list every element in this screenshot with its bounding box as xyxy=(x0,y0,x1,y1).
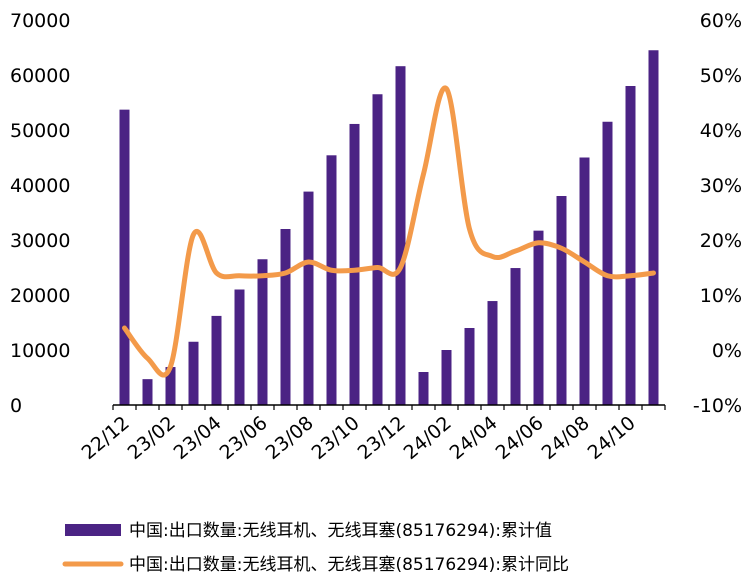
x-tick-label: 24/08 xyxy=(538,412,594,464)
bar xyxy=(234,289,245,405)
y-right-tick-label: 0% xyxy=(712,340,742,362)
bar xyxy=(602,121,613,405)
bar xyxy=(510,268,521,405)
x-tick-label: 24/06 xyxy=(492,412,548,464)
y-right-tick-label: 50% xyxy=(700,65,742,87)
bar xyxy=(441,350,452,405)
y-left-tick-label: 50000 xyxy=(10,120,70,142)
bar xyxy=(257,259,268,405)
x-tick-label: 23/08 xyxy=(262,412,318,464)
y-left-tick-label: 20000 xyxy=(10,285,70,307)
bar xyxy=(326,155,337,405)
y-right-tick-label: 20% xyxy=(700,230,742,252)
legend-label-line: 中国:出口数量:无线耳机、无线耳塞(85176294):累计同比 xyxy=(129,555,569,575)
y-left-tick-label: 70000 xyxy=(10,10,70,32)
x-tick-label: 24/10 xyxy=(584,412,640,464)
x-tick-label: 23/12 xyxy=(354,412,410,464)
x-axis xyxy=(112,404,666,410)
y-right-tick-label: 40% xyxy=(700,120,742,142)
x-tick-label: 22/12 xyxy=(78,412,134,464)
y-left-tick-label: 60000 xyxy=(10,65,70,87)
bar xyxy=(372,94,383,405)
y-left-tick-label: 10000 xyxy=(10,340,70,362)
y-axis-left: 0 10000 20000 30000 40000 50000 60000 70000 xyxy=(10,10,70,417)
bar xyxy=(119,109,130,406)
bar xyxy=(280,229,291,405)
legend: 中国:出口数量:无线耳机、无线耳塞(85176294):累计值 中国:出口数量:… xyxy=(62,521,569,575)
x-tick-labels: 22/1223/0223/0423/0623/0823/1023/1224/02… xyxy=(78,412,640,464)
bar xyxy=(188,341,199,405)
x-tick-label: 23/06 xyxy=(216,412,272,464)
y-right-tick-label: 10% xyxy=(700,285,742,307)
x-tick-label: 23/02 xyxy=(124,412,180,464)
bar xyxy=(464,328,475,405)
y-axis-right: -10% 0% 10% 20% 30% 40% 50% 60% xyxy=(693,10,742,417)
bar xyxy=(533,230,544,405)
y-left-tick-label: 0 xyxy=(10,395,22,417)
bar xyxy=(349,123,360,405)
legend-swatch-bar xyxy=(65,524,121,536)
y-left-tick-label: 40000 xyxy=(10,175,70,197)
x-tick-label: 24/04 xyxy=(446,412,502,464)
x-tick-label: 23/04 xyxy=(170,412,226,464)
y-right-tick-label: -10% xyxy=(693,395,742,417)
bar-series xyxy=(119,50,659,406)
bar xyxy=(142,379,153,405)
x-tick-label: 23/10 xyxy=(308,412,364,464)
bar xyxy=(303,191,314,405)
y-right-tick-label: 60% xyxy=(700,10,742,32)
line-series xyxy=(122,85,656,378)
bar xyxy=(418,372,429,405)
x-tick-label: 24/02 xyxy=(400,412,456,464)
bar xyxy=(579,157,590,405)
y-right-tick-label: 30% xyxy=(700,175,742,197)
bar xyxy=(165,367,176,405)
bar xyxy=(395,66,406,405)
y-left-tick-label: 30000 xyxy=(10,230,70,252)
bar xyxy=(648,50,659,405)
bar xyxy=(211,315,222,405)
bar xyxy=(556,196,567,405)
bar xyxy=(625,86,636,405)
legend-label-bar: 中国:出口数量:无线耳机、无线耳塞(85176294):累计值 xyxy=(129,521,552,541)
bar xyxy=(487,301,498,405)
